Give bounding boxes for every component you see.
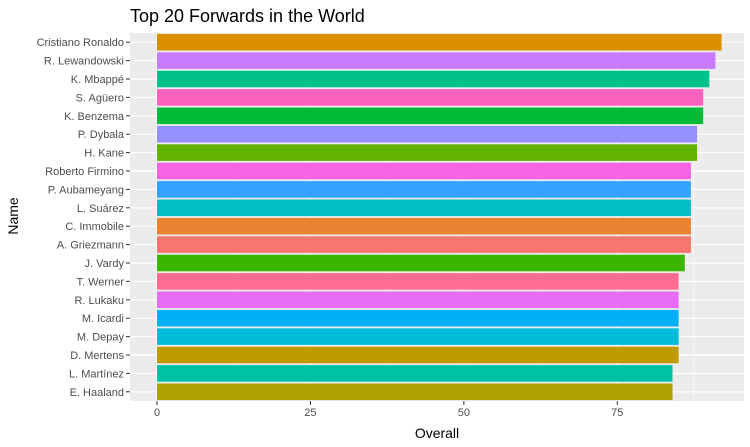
bar: [157, 346, 679, 364]
x-axis-ticks: 0 25 50 75: [154, 401, 623, 419]
y-tick-label: Roberto Firmino: [45, 166, 124, 178]
bar: [157, 181, 691, 198]
y-tick-label: E. Haaland: [70, 387, 124, 399]
x-tick-label: 75: [611, 407, 623, 419]
bar: [157, 365, 673, 382]
plot-panel: [130, 33, 744, 401]
x-tick-label: 50: [458, 407, 470, 419]
y-tick-label: M. Icardi: [82, 313, 124, 325]
y-tick-label: C. Immobile: [65, 221, 124, 233]
y-tick-label: H. Kane: [84, 148, 124, 160]
bars: [157, 33, 722, 401]
y-tick-label: L. Suárez: [77, 203, 124, 215]
y-tick-label: J. Vardy: [84, 258, 124, 270]
y-tick-label: A. Griezmann: [57, 240, 124, 252]
y-tick-label: K. Mbappé: [71, 74, 124, 86]
bar: [157, 162, 691, 180]
chart-title: Top 20 Forwards in the World: [130, 6, 365, 26]
bar: [157, 328, 679, 345]
x-tick-label: 25: [304, 407, 316, 419]
y-tick-label: R. Lukaku: [74, 295, 124, 307]
y-tick-label: Cristiano Ronaldo: [37, 37, 124, 49]
bar: [157, 291, 679, 309]
y-tick-label: P. Dybala: [78, 129, 125, 141]
bar: [157, 125, 698, 143]
bar: [157, 236, 691, 253]
bar: [157, 309, 679, 327]
bar: [157, 33, 722, 51]
y-tick-label: T. Werner: [77, 276, 125, 288]
bar: [157, 89, 704, 106]
y-tick-label: L. Martínez: [69, 368, 124, 380]
y-tick-label: D. Mertens: [70, 350, 124, 362]
x-axis-title: Overall: [415, 425, 459, 441]
bar: [157, 107, 704, 125]
y-axis-title: Name: [5, 197, 21, 235]
y-tick-label: K. Benzema: [64, 111, 125, 123]
y-tick-label: M. Depay: [77, 332, 125, 344]
y-tick-label: P. Aubameyang: [48, 184, 124, 196]
bar: [157, 383, 673, 401]
x-tick-label: 0: [154, 407, 160, 419]
bar: [157, 199, 691, 217]
bar: [157, 273, 679, 290]
bar: [157, 144, 698, 161]
y-tick-label: S. Agüero: [76, 92, 124, 104]
bar: [157, 217, 691, 235]
y-tick-label: R. Lewandowski: [44, 56, 124, 68]
bar: [157, 254, 685, 272]
y-axis-ticks: Cristiano Ronaldo R. Lewandowski K. Mbappé…: [37, 37, 130, 399]
bar: [157, 52, 716, 69]
bar: [157, 70, 710, 88]
